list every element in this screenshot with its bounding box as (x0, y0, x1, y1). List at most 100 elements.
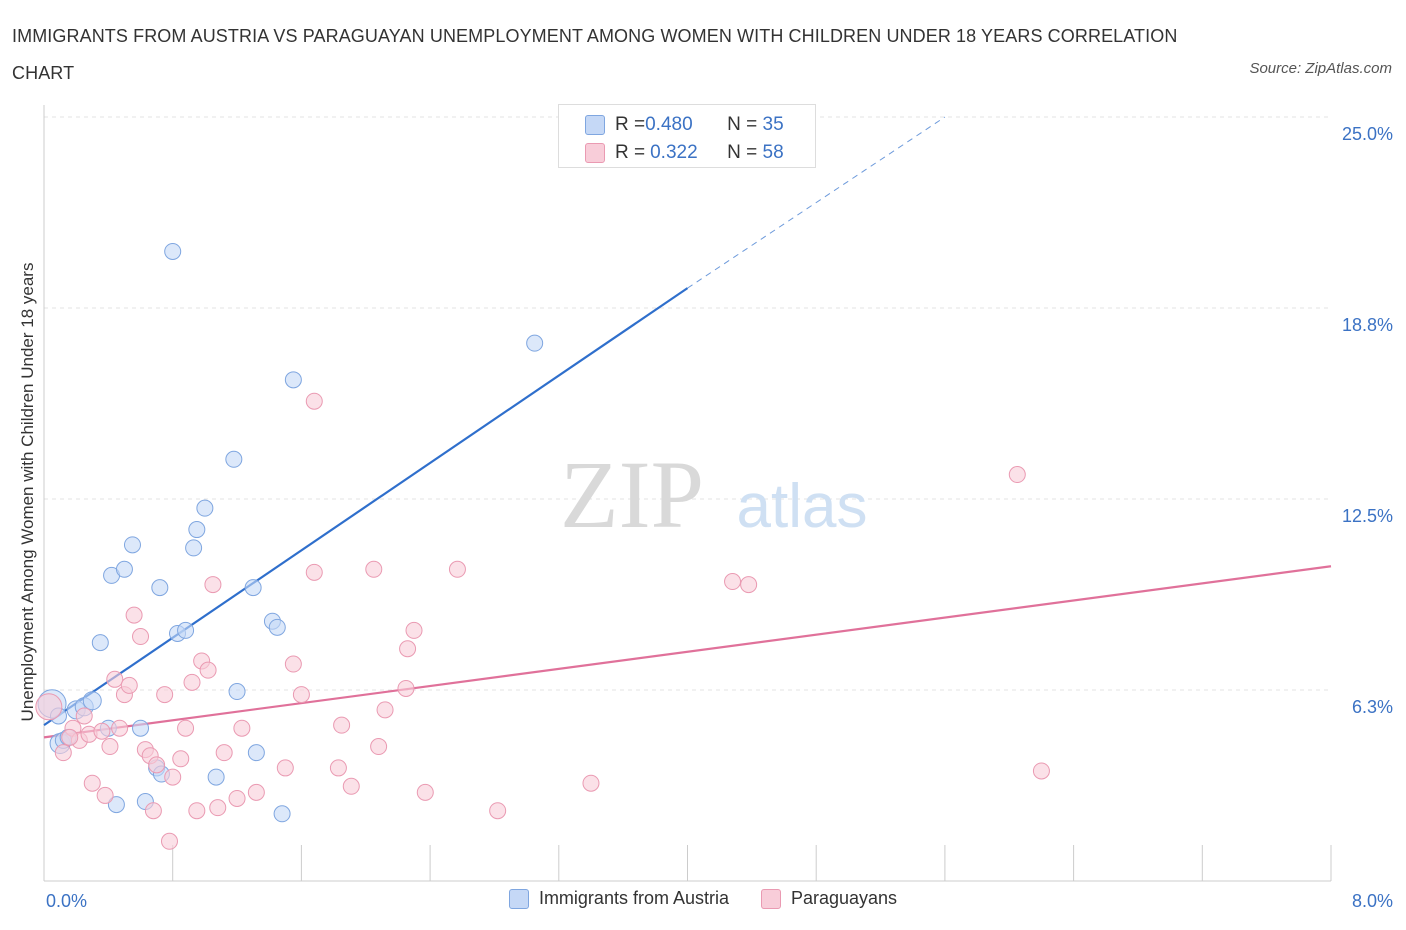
blue-point (82, 691, 102, 711)
pink-point (144, 802, 162, 820)
pink-point (342, 777, 360, 795)
pink-point (370, 738, 388, 756)
x-tick-label-min: 0.0% (46, 891, 88, 911)
pink-point (183, 673, 201, 691)
pink-point (233, 719, 251, 737)
pink-point (54, 744, 72, 762)
y-tick-label: 18.8% (1342, 315, 1393, 335)
blue-point (107, 796, 125, 814)
pink-point (75, 707, 93, 725)
blue-point (123, 536, 141, 554)
pink-point (1032, 762, 1050, 780)
blue-point (207, 768, 225, 786)
legend-swatch-pink (760, 888, 781, 909)
source-label: Source: ZipAtlas.com (1249, 60, 1392, 77)
stats-row-blue: R = 0.480 N = 35 (585, 111, 784, 139)
pink-point (96, 786, 114, 804)
y-tick-labels: 6.3% 12.5% 18.8% 25.0% (1342, 124, 1393, 717)
pink-point (247, 783, 265, 801)
pink-point (365, 560, 383, 578)
y-tick-label: 25.0% (1342, 124, 1393, 144)
axes (43, 105, 1332, 882)
pink-point (35, 693, 63, 721)
pink-point (111, 719, 129, 737)
r-label: R = (615, 142, 646, 163)
n-value-blue: 35 (762, 114, 784, 135)
watermark-zip: ZIP (560, 441, 704, 548)
x-tick-label-max: 8.0% (1351, 891, 1393, 911)
pink-point (582, 774, 600, 792)
y-tick-label: 6.3% (1352, 697, 1393, 717)
pink-point (61, 728, 79, 746)
r-value-pink: 0.322 (650, 142, 698, 163)
pink-point (416, 783, 434, 801)
legend-label-austria: Immigrants from Austria (538, 888, 729, 908)
n-label: N = (727, 142, 758, 163)
pink-point (106, 670, 124, 688)
pink-point (199, 661, 217, 679)
pink-point (120, 676, 138, 694)
legend-item-paraguayans[interactable]: Paraguayans (760, 888, 898, 909)
blue-trend-extension (687, 116, 946, 289)
r-value-blue: 0.480 (645, 114, 693, 135)
blue-point (273, 805, 291, 823)
pink-point (209, 799, 227, 817)
blue-point (132, 719, 150, 737)
blue-point (244, 579, 262, 597)
legend-label-paraguayans: Paraguayans (790, 888, 898, 908)
pink-point (188, 802, 206, 820)
pink-point (215, 744, 233, 762)
y-axis-label: Unemployment Among Women with Children U… (18, 263, 37, 722)
pink-point (399, 640, 417, 658)
pink-point (405, 621, 423, 639)
pink-point (448, 560, 466, 578)
pink-point (148, 756, 166, 774)
blue-point (185, 539, 203, 557)
blue-point (268, 618, 286, 636)
pink-point (305, 392, 323, 410)
stats-row-pink: R = 0.322 N = 58 (585, 139, 784, 167)
blue-point (151, 579, 169, 597)
pink-point (333, 716, 351, 734)
data-points (35, 242, 1050, 850)
chart-title: IMMIGRANTS FROM AUSTRIA VS PARAGUAYAN UN… (12, 26, 1178, 83)
pink-point (284, 655, 302, 673)
blue-swatch (585, 115, 605, 135)
pink-point (724, 573, 742, 591)
blue-trend-line (43, 287, 689, 727)
r-label: R = (615, 114, 646, 135)
pink-point (489, 802, 507, 820)
pink-point (177, 719, 195, 737)
stats-legend: R = 0.480 N = 35 R = 0.322 N = 58 (558, 104, 816, 168)
watermark: ZIP atlas (560, 441, 867, 548)
blue-point (526, 334, 544, 352)
blue-point (91, 634, 109, 652)
pink-point (164, 768, 182, 786)
blue-point (177, 621, 195, 639)
pink-point (397, 679, 415, 697)
pink-swatch (585, 143, 605, 163)
trend-lines (43, 116, 1332, 739)
legend-item-austria[interactable]: Immigrants from Austria (508, 888, 729, 909)
pink-point (292, 686, 310, 704)
blue-point (196, 499, 214, 517)
pink-trend-line (43, 565, 1332, 739)
blue-point (228, 683, 246, 701)
blue-point (188, 521, 206, 539)
n-value-pink: 58 (762, 142, 784, 163)
pink-point (160, 832, 178, 850)
y-tick-label: 12.5% (1342, 506, 1393, 526)
blue-point (115, 560, 133, 578)
watermark-atlas: atlas (737, 472, 868, 541)
blue-point (164, 242, 182, 260)
blue-point (247, 744, 265, 762)
pink-point (156, 686, 174, 704)
pink-point (1008, 466, 1026, 484)
blue-point (225, 450, 243, 468)
blue-point (284, 371, 302, 389)
pink-point (204, 576, 222, 594)
pink-point (125, 606, 143, 624)
pink-point (228, 789, 246, 807)
grid-lines (44, 116, 1331, 691)
